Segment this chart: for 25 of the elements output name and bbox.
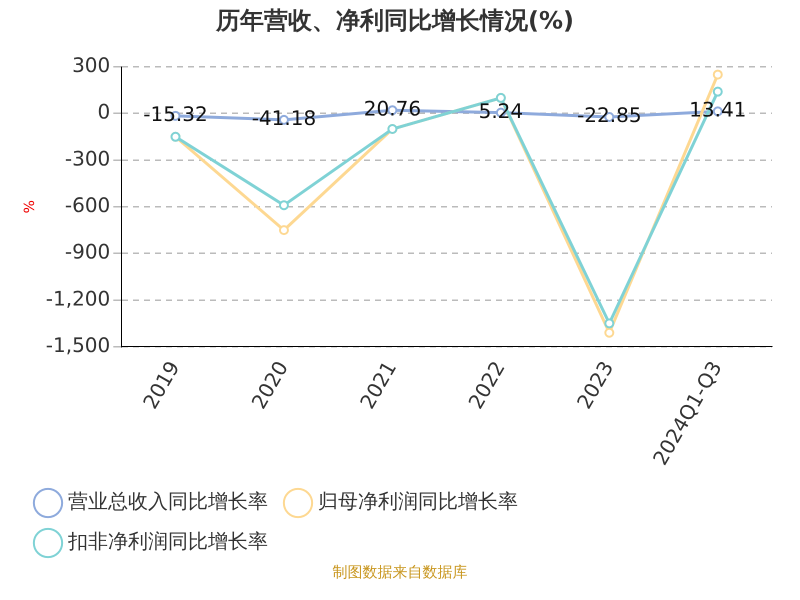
text: 制图数据来自数据库	[332, 563, 468, 582]
point	[712, 86, 723, 97]
legend-label: 营业总收入同比增长率	[68, 489, 268, 514]
data-label: 5.24	[478, 98, 524, 123]
point	[604, 318, 614, 328]
data-label: 13.41	[689, 98, 746, 122]
y-axis-title: %	[22, 200, 38, 214]
point	[712, 70, 723, 80]
y-tick-label: -600	[64, 192, 110, 217]
point	[604, 328, 614, 338]
data-label: 20.76	[364, 96, 422, 120]
legend-label: 扣非净利润同比增长率	[67, 529, 268, 554]
y-tick-label: 300	[72, 53, 110, 78]
y-tick-label: -1,200	[46, 286, 110, 310]
y-tick-label: 0	[98, 100, 110, 124]
chart-title: 历年营收、净利同比增长情况(%)	[215, 6, 574, 35]
y-tick-label: -900	[64, 240, 110, 264]
data-label: -15.32	[143, 102, 208, 126]
point	[278, 200, 289, 210]
data-label: -41.18	[252, 106, 316, 130]
y-tick-label: -1,500	[46, 332, 110, 357]
legend-label: 归母净利润同比增长率	[318, 489, 518, 514]
data-label: -22.85	[577, 103, 642, 128]
point	[278, 225, 289, 236]
y-tick-label: -300	[64, 146, 110, 170]
